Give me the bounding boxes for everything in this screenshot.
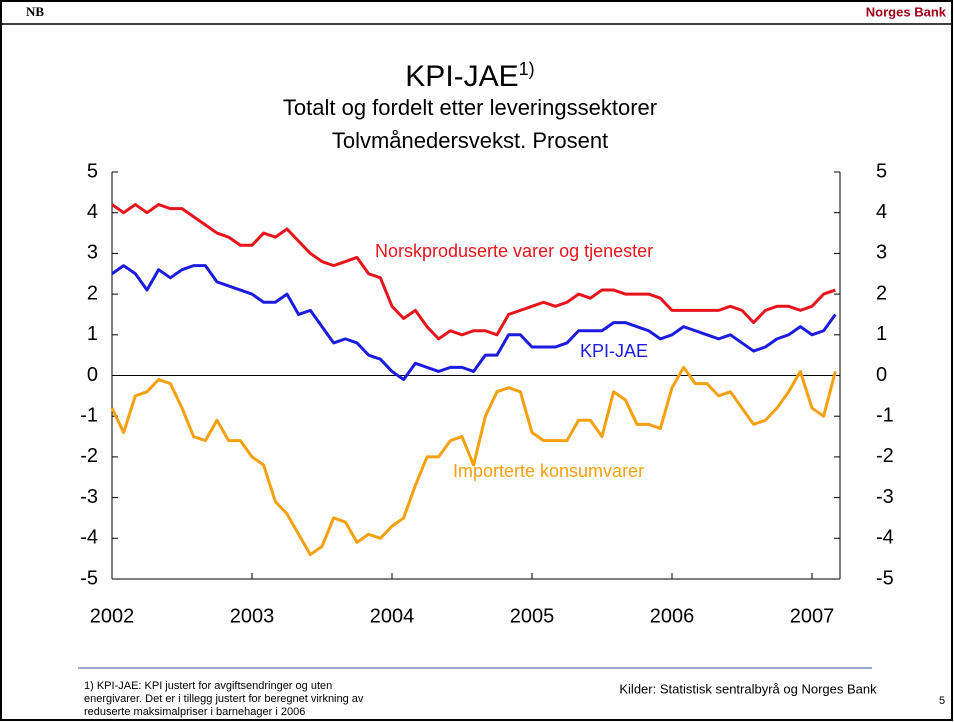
y-tick-label: -5	[80, 567, 98, 589]
page-number: 5	[939, 695, 945, 707]
series-label: KPI-JAE	[580, 341, 648, 361]
logo: NB	[26, 4, 44, 19]
series-line	[111, 203, 836, 341]
y2-tick-label: -2	[876, 445, 894, 467]
subtitle: Totalt og fordelt etter leveringssektore…	[283, 95, 657, 120]
y2-tick-label: 4	[876, 201, 887, 223]
y-tick-label: 1	[87, 323, 98, 345]
y-tick-label: 3	[87, 242, 98, 264]
y2-tick-label: 3	[876, 242, 887, 264]
x-tick-label: 2005	[510, 605, 555, 627]
y2-tick-label: -1	[876, 404, 894, 426]
y-tick-label: -3	[80, 486, 98, 508]
subtitle: Tolvmånedersvekst. Prosent	[332, 128, 608, 153]
y-tick-label: -2	[80, 445, 98, 467]
y2-tick-label: 1	[876, 323, 887, 345]
y2-tick-label: -4	[876, 527, 894, 549]
y2-tick-label: 0	[876, 364, 887, 386]
y-tick-label: 0	[87, 364, 98, 386]
x-tick-label: 2003	[230, 605, 275, 627]
title-note: 1)	[519, 59, 535, 79]
brand: Norges Bank	[866, 4, 947, 19]
y-tick-label: 5	[87, 160, 98, 182]
footnote: 1) KPI-JAE: KPI justert for avgiftsendri…	[84, 680, 332, 692]
series-label: Importerte konsumvarer	[453, 461, 644, 481]
y2-tick-label: -3	[876, 486, 894, 508]
y-tick-label: 2	[87, 282, 98, 304]
title-text: KPI-JAE	[405, 60, 518, 93]
y2-tick-label: 5	[876, 160, 887, 182]
series-label: Norskproduserte varer og tjenester	[375, 241, 653, 261]
y2-tick-label: 2	[876, 282, 887, 304]
y2-tick-label: -5	[876, 567, 894, 589]
x-tick-label: 2002	[90, 605, 135, 627]
series-line	[110, 365, 837, 557]
y-tick-label: 4	[87, 201, 98, 223]
x-tick-label: 2007	[790, 605, 835, 627]
y-tick-label: -1	[80, 404, 98, 426]
chart-title: KPI-JAE1)	[405, 59, 534, 93]
footnote: reduserte maksimalpriser i barnehager i …	[84, 706, 305, 718]
series-line	[111, 264, 837, 382]
footnote: energivarer. Det er i tillegg justert fo…	[84, 693, 364, 705]
source: Kilder: Statistisk sentralbyrå og Norges…	[619, 681, 877, 696]
y-tick-label: -4	[80, 527, 98, 549]
x-tick-label: 2004	[370, 605, 415, 627]
x-tick-label: 2006	[650, 605, 695, 627]
